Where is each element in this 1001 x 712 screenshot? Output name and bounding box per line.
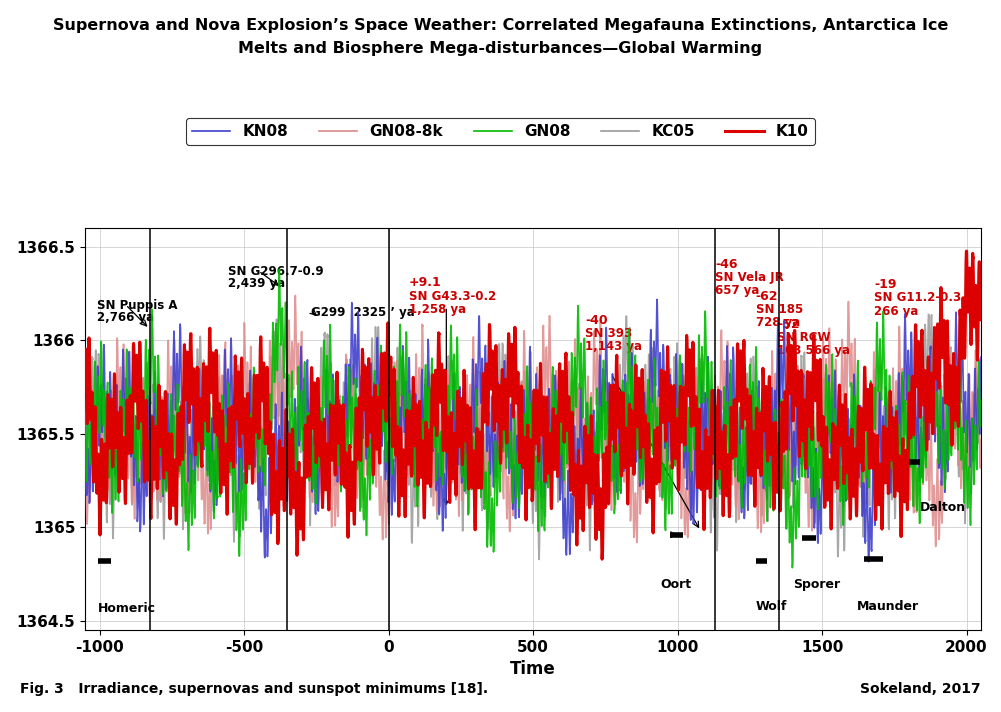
Text: Melts and Biosphere Mega-disturbances—Global Warming: Melts and Biosphere Mega-disturbances—Gl… — [238, 41, 763, 56]
Text: G299  2325 ’ ya: G299 2325 ’ ya — [310, 306, 414, 320]
Text: Homeric: Homeric — [98, 602, 156, 615]
Text: 1,258 ya: 1,258 ya — [408, 303, 465, 315]
Text: SN 185: SN 185 — [756, 303, 803, 315]
Text: SN G296.7-0.9: SN G296.7-0.9 — [228, 266, 323, 278]
Text: 728 ya: 728 ya — [756, 316, 800, 329]
Text: -52: -52 — [777, 318, 800, 330]
Text: -40: -40 — [585, 314, 608, 327]
Text: Maunder: Maunder — [857, 600, 919, 613]
Legend: KN08, GN08-8k, GN08, KC05, K10: KN08, GN08-8k, GN08, KC05, K10 — [186, 118, 815, 145]
Text: SN RCW: SN RCW — [777, 331, 831, 344]
Text: SN Puppis A: SN Puppis A — [97, 299, 177, 312]
Text: Dalton: Dalton — [920, 501, 966, 514]
Text: SN G11.2-0.3: SN G11.2-0.3 — [874, 291, 961, 305]
X-axis label: Time: Time — [511, 661, 556, 679]
Text: Sporer: Sporer — [793, 577, 840, 591]
Text: 2,439 ya: 2,439 ya — [228, 278, 285, 290]
Text: SN 393: SN 393 — [585, 327, 633, 340]
Text: SN G43.3-0.2: SN G43.3-0.2 — [408, 290, 496, 303]
Text: Sokeland, 2017: Sokeland, 2017 — [860, 682, 981, 696]
Text: -62: -62 — [756, 290, 778, 303]
Text: 2,766 ya: 2,766 ya — [97, 311, 154, 324]
Text: -19: -19 — [874, 278, 897, 291]
Text: Fig. 3   Irradiance, supernovas and sunspot minimums [18].: Fig. 3 Irradiance, supernovas and sunspo… — [20, 682, 488, 696]
Text: -46: -46 — [715, 258, 738, 271]
Text: 657 ya: 657 ya — [715, 284, 760, 297]
Text: 103 566 ya: 103 566 ya — [777, 344, 850, 357]
Text: SN Vela JR: SN Vela JR — [715, 271, 784, 284]
Text: Wolf: Wolf — [756, 600, 787, 613]
Text: Supernova and Nova Explosion’s Space Weather: Correlated Megafauna Extinctions, : Supernova and Nova Explosion’s Space Wea… — [53, 18, 948, 33]
Text: Oort: Oort — [661, 577, 692, 591]
Text: 1,143 ya: 1,143 ya — [585, 340, 642, 353]
Text: 266 ya: 266 ya — [874, 305, 919, 318]
Text: +9.1: +9.1 — [408, 276, 441, 290]
